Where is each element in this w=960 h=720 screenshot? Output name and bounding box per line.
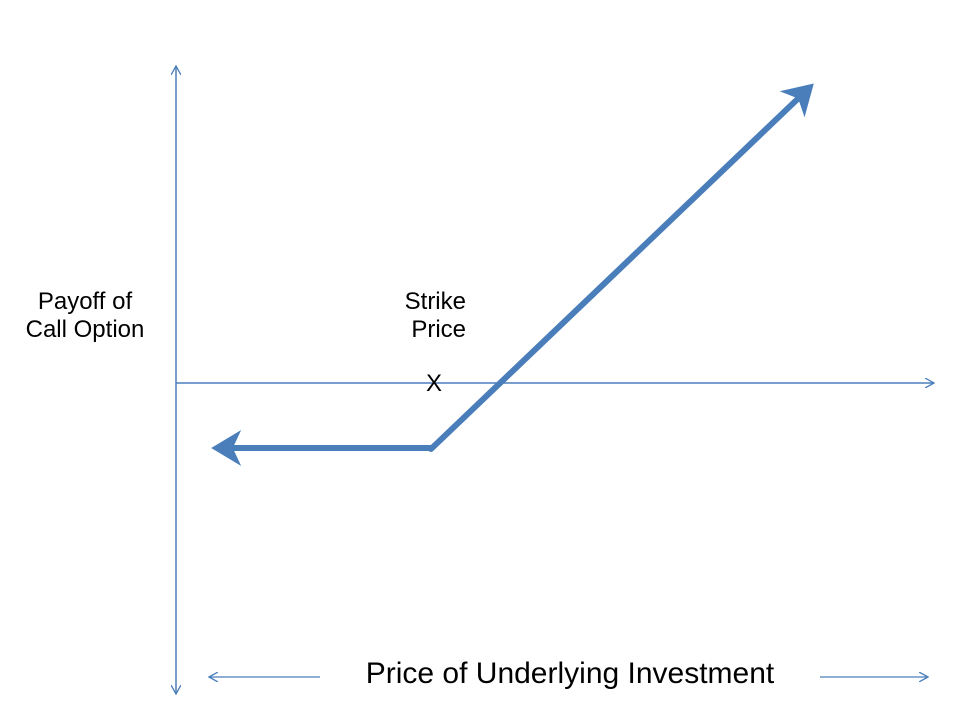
strike-label-line2: Price	[411, 315, 466, 343]
strike-price-label: Strike Price	[374, 288, 466, 343]
strike-label-line1: Strike	[404, 288, 466, 315]
payoff-rising-segment	[428, 83, 814, 452]
y-axis-label: Payoff of Call Option	[10, 288, 160, 343]
y-axis-label-line1: Payoff of	[37, 288, 133, 315]
y-axis-label-line2: Call Option	[25, 315, 145, 343]
x-axis-label: Price of Underlying Investment	[365, 657, 775, 690]
strike-marker: X	[425, 370, 442, 397]
